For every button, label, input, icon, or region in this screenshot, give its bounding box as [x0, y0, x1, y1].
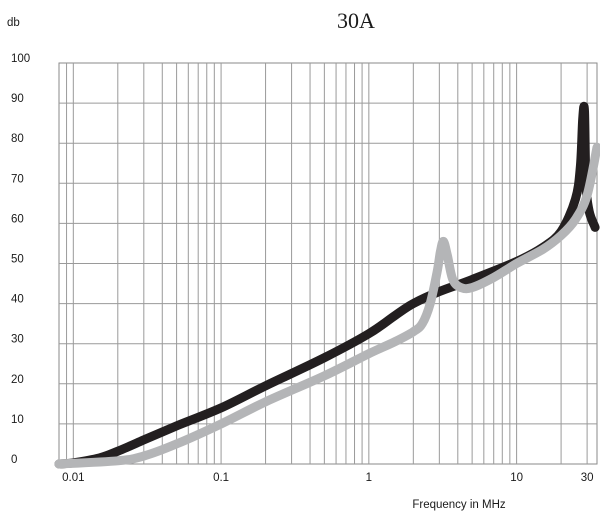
x-axis-label: Frequency in MHz: [412, 499, 506, 511]
x-tick-label: 10: [510, 472, 523, 484]
y-tick-label: 70: [11, 173, 24, 185]
y-tick-label: 10: [11, 414, 24, 426]
y-tick-label: 20: [11, 374, 24, 386]
y-tick-label: 90: [11, 93, 24, 105]
y-tick-label: 80: [11, 133, 24, 145]
y-tick-label: 0: [11, 454, 17, 466]
y-axis-label: db: [7, 17, 20, 29]
y-tick-label: 100: [11, 53, 30, 65]
series-lines: [54, 101, 600, 469]
x-tick-labels: 0.01 0.1 1 10 30: [62, 472, 593, 484]
y-tick-label: 40: [11, 294, 24, 306]
x-tick-label: 30: [581, 472, 594, 484]
x-tick-label: 0.1: [213, 472, 229, 484]
y-tick-labels: 0 10 20 30 40 50 60 70 80 90 100: [11, 53, 30, 466]
series-line-1: [54, 101, 600, 469]
y-tick-label: 50: [11, 254, 24, 266]
chart-title: 30A: [337, 8, 375, 33]
x-tick-label: 0.01: [62, 472, 84, 484]
y-tick-label: 30: [11, 334, 24, 346]
y-tick-label: 60: [11, 213, 24, 225]
x-tick-label: 1: [366, 472, 372, 484]
series-line-2: [54, 142, 600, 469]
